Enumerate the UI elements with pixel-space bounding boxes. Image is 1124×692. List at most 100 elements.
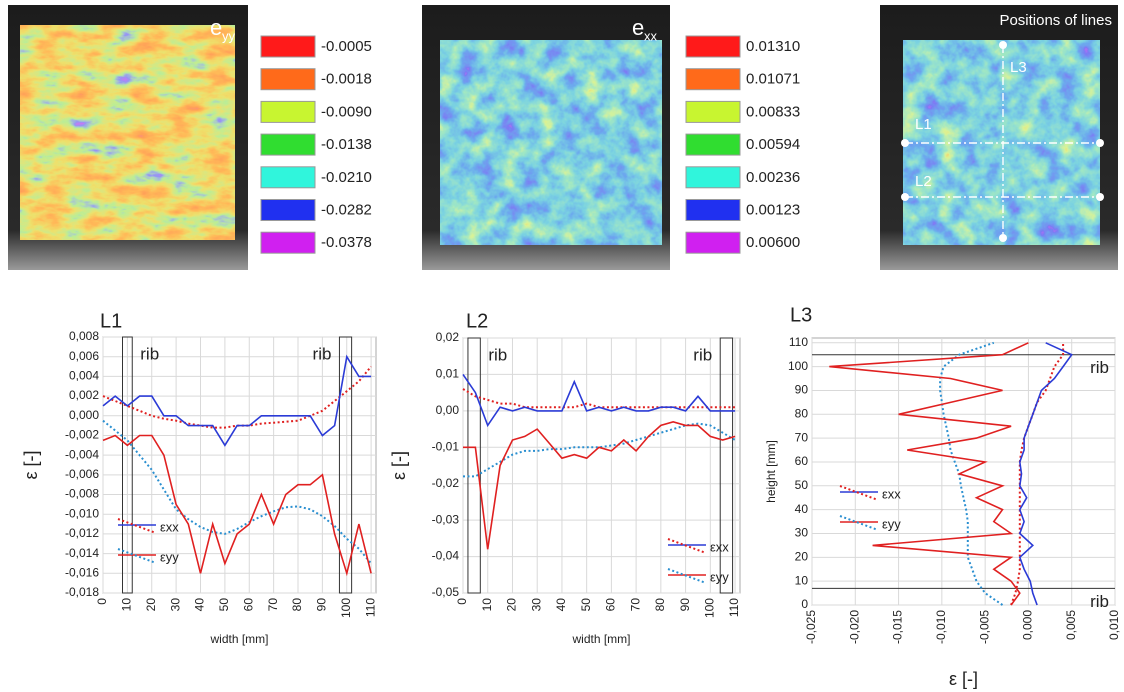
legend-label: -0.0378 (321, 234, 372, 251)
x-tick-label: 80 (290, 598, 304, 612)
line (102, 434, 372, 577)
legend-label: 0.00833 (746, 103, 800, 120)
x-axis-label: ε [-] (949, 669, 978, 689)
x-tick-label: 60 (604, 598, 618, 612)
x-tick-label: 10 (480, 598, 494, 612)
line-end (901, 139, 909, 147)
map-title: e (210, 15, 222, 40)
line (463, 420, 736, 550)
map-title: Positions of lines (999, 12, 1112, 29)
map-title: e (632, 15, 644, 40)
legend-swatch (685, 68, 741, 91)
rib-zone (467, 337, 481, 594)
x-tick-label: 110 (363, 598, 377, 617)
line (102, 354, 372, 447)
y-tick-label: 0 (801, 597, 808, 611)
x-tick-label: -0,025 (804, 610, 818, 644)
y-tick-label: 100 (788, 359, 808, 373)
rib-zone (719, 337, 734, 594)
x-tick-label: 0,000 (1021, 610, 1035, 640)
x-tick-label: -0,020 (847, 610, 861, 644)
x-tick-label: 20 (144, 598, 158, 612)
y-tick-label: -0,05 (432, 585, 460, 599)
y-tick-label: 10 (795, 573, 809, 587)
x-tick-label: 40 (193, 598, 207, 612)
y-tick-label: 20 (795, 549, 809, 563)
x-tick-label: -0,015 (891, 610, 905, 644)
y-tick-label: 80 (795, 406, 809, 420)
x-tick-label: 60 (241, 598, 255, 612)
rib-zone (338, 336, 353, 594)
legend-swatch (685, 100, 741, 123)
line-end (999, 234, 1007, 242)
legend-label: -0.0282 (321, 201, 372, 218)
y-tick-label: -0,006 (65, 467, 99, 481)
y-tick-label: -0,04 (432, 549, 460, 563)
line (462, 373, 736, 428)
line-end (901, 193, 909, 201)
line-end (1096, 193, 1104, 201)
y-tick-label: 110 (789, 335, 808, 349)
x-axis-label: width [mm] (571, 632, 630, 646)
y-tick-label: -0,008 (65, 487, 99, 501)
legend-label: 0.00600 (746, 234, 800, 251)
y-tick-label: -0,004 (65, 447, 99, 461)
y-tick-label: -0,018 (65, 585, 99, 599)
line (1018, 342, 1073, 606)
y-tick-label: 0,00 (436, 403, 460, 417)
legend-swatch (685, 166, 741, 189)
legend-label: εxx (710, 539, 729, 554)
legend-label: 0.01071 (746, 71, 800, 88)
legend-label: -0.0090 (321, 103, 372, 120)
line-label: L2 (915, 173, 932, 190)
legend-swatch (260, 231, 316, 254)
line-label: L1 (915, 116, 932, 133)
y-tick-label: -0,010 (65, 506, 99, 520)
legend-label: εyy (710, 569, 729, 584)
legend-label: εyy (160, 549, 179, 564)
strain-field (20, 25, 235, 240)
legend-label: -0.0018 (321, 71, 372, 88)
plot-area (462, 337, 741, 594)
x-tick-label: 100 (339, 598, 353, 618)
y-tick-label: 70 (795, 430, 809, 444)
map-title-subscript: xx (644, 28, 658, 43)
x-tick-label: 30 (168, 598, 182, 612)
y-tick-label: -0,014 (65, 546, 99, 560)
legend-swatch (685, 133, 741, 156)
y-tick-label: 0,000 (69, 408, 99, 422)
x-tick-label: 0,010 (1107, 610, 1121, 640)
x-tick-label: -0,010 (934, 610, 948, 644)
y-tick-label: 0,008 (69, 329, 99, 343)
y-tick-label: -0,02 (432, 476, 460, 490)
legend-swatch (260, 35, 316, 58)
y-tick-label: 40 (795, 502, 809, 516)
line-end (999, 41, 1007, 49)
legend-label: 0.01310 (746, 38, 800, 55)
y-tick-label: -0,016 (65, 565, 99, 579)
legend-label: 0.00123 (746, 201, 800, 218)
legend-swatch (260, 133, 316, 156)
x-tick-label: 20 (505, 598, 519, 612)
annotation: rib (488, 345, 507, 364)
legend-label: εxx (160, 519, 179, 534)
legend-swatch (260, 166, 316, 189)
y-tick-label: -0,002 (65, 428, 99, 442)
legend-swatch (685, 199, 741, 221)
legend-label: -0.0005 (321, 38, 372, 55)
x-tick-label: 0 (95, 598, 109, 605)
dotted-line (102, 419, 372, 565)
x-tick-label: 30 (529, 598, 543, 612)
legend-swatch (685, 35, 741, 58)
y-tick-label: 0,004 (69, 369, 99, 383)
legend-label: 0.00236 (746, 169, 800, 186)
x-tick-label: 50 (217, 598, 231, 612)
x-tick-label: 0 (455, 598, 469, 605)
x-tick-label: 90 (678, 598, 692, 612)
y-axis-label: ε [-] (21, 450, 41, 479)
x-tick-label: 70 (266, 598, 280, 612)
chart-title: L3 (790, 304, 812, 326)
x-tick-label: 100 (702, 598, 716, 618)
y-tick-label: -0,012 (65, 526, 99, 540)
